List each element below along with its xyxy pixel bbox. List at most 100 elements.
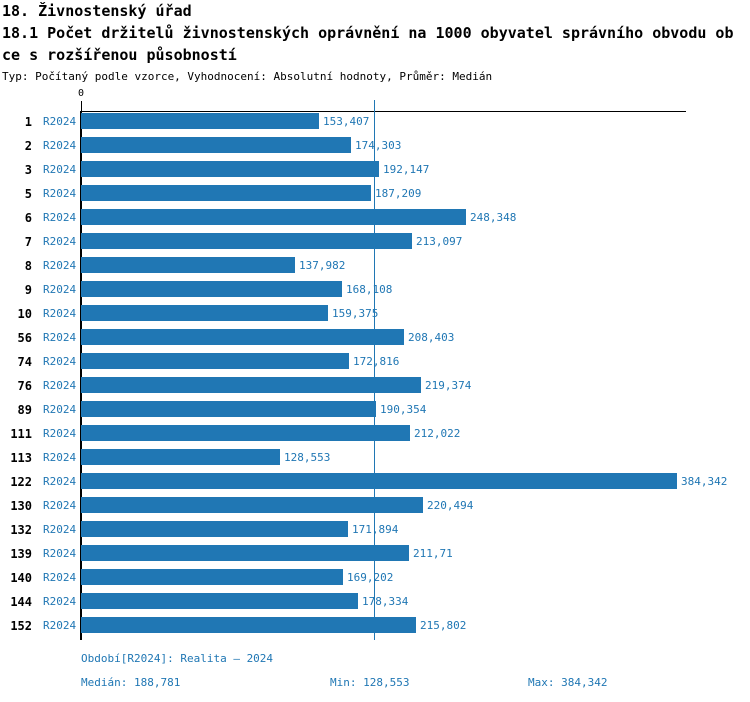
plot-top-border bbox=[81, 111, 686, 112]
bar-row-category: 140 bbox=[10, 571, 32, 585]
bar[interactable] bbox=[81, 281, 342, 297]
bar-row-series-label: R2024 bbox=[43, 163, 77, 176]
bar-row-series-label: R2024 bbox=[43, 307, 77, 320]
bar[interactable] bbox=[81, 305, 328, 321]
bar[interactable] bbox=[81, 521, 348, 537]
median-reference-line bbox=[374, 100, 375, 640]
bar[interactable] bbox=[81, 473, 677, 489]
bar-value-label: 248,348 bbox=[470, 211, 517, 224]
bar-value-label: 211,71 bbox=[413, 547, 453, 560]
bar-row[interactable]: 122 R2024 384,342 bbox=[0, 471, 750, 495]
bar[interactable] bbox=[81, 113, 319, 129]
bar-row-category: 8 bbox=[24, 259, 32, 273]
bar-row-category: 5 bbox=[24, 187, 32, 201]
bar-value-label: 384,342 bbox=[681, 475, 728, 488]
bar[interactable] bbox=[81, 185, 371, 201]
bar-value-label: 192,147 bbox=[383, 163, 430, 176]
bar-row-category: 74 bbox=[17, 355, 32, 369]
bar-row-series-label: R2024 bbox=[43, 451, 77, 464]
bar[interactable] bbox=[81, 449, 280, 465]
bar-row[interactable]: 1 R2024 153,407 bbox=[0, 111, 750, 135]
bar-row-series-label: R2024 bbox=[43, 379, 77, 392]
bar[interactable] bbox=[81, 161, 379, 177]
bar[interactable] bbox=[81, 401, 376, 417]
bar-row[interactable]: 132 R2024 171,894 bbox=[0, 519, 750, 543]
bar-row[interactable]: 113 R2024 128,553 bbox=[0, 447, 750, 471]
bar-row[interactable]: 10 R2024 159,375 bbox=[0, 303, 750, 327]
bar-row-series-label: R2024 bbox=[43, 547, 77, 560]
bar-row[interactable]: 7 R2024 213,097 bbox=[0, 231, 750, 255]
bar-row-series-label: R2024 bbox=[43, 355, 77, 368]
bar-value-label: 187,209 bbox=[375, 187, 422, 200]
bar-value-label: 171,894 bbox=[352, 523, 399, 536]
chart-title-line-1: 18.1 Počet držitelů živnostenských opráv… bbox=[2, 24, 734, 42]
bar-value-label: 178,334 bbox=[362, 595, 409, 608]
chart-title-line-2: ce s rozšířenou působností bbox=[2, 46, 237, 64]
bar-row-category: 76 bbox=[17, 379, 32, 393]
bar[interactable] bbox=[81, 569, 343, 585]
bar-row-series-label: R2024 bbox=[43, 187, 77, 200]
bar[interactable] bbox=[81, 617, 416, 633]
bar-row-category: 130 bbox=[10, 499, 32, 513]
bar-row-category: 111 bbox=[10, 427, 32, 441]
bar-value-label: 208,403 bbox=[408, 331, 455, 344]
bar-row-series-label: R2024 bbox=[43, 475, 77, 488]
bar[interactable] bbox=[81, 425, 410, 441]
x-axis-zero-tick-mark bbox=[81, 101, 82, 111]
bar-value-label: 220,494 bbox=[427, 499, 474, 512]
bar[interactable] bbox=[81, 137, 351, 153]
chart-plot-area: 0 1 R2024 153,407 2 R2024 174,303 3 R2024 192,14… bbox=[0, 88, 750, 648]
bar-value-label: 219,374 bbox=[425, 379, 472, 392]
bar-row[interactable]: 140 R2024 169,202 bbox=[0, 567, 750, 591]
bar[interactable] bbox=[81, 257, 295, 273]
bar[interactable] bbox=[81, 209, 466, 225]
bar-row[interactable]: 76 R2024 219,374 bbox=[0, 375, 750, 399]
bar-row-series-label: R2024 bbox=[43, 139, 77, 152]
bar-row-series-label: R2024 bbox=[43, 235, 77, 248]
bar-row[interactable]: 9 R2024 168,108 bbox=[0, 279, 750, 303]
bar-row[interactable]: 111 R2024 212,022 bbox=[0, 423, 750, 447]
bar-row-category: 132 bbox=[10, 523, 32, 537]
bar-row[interactable]: 6 R2024 248,348 bbox=[0, 207, 750, 231]
bar[interactable] bbox=[81, 233, 412, 249]
bar-row-series-label: R2024 bbox=[43, 283, 77, 296]
bar[interactable] bbox=[81, 497, 423, 513]
bar-row[interactable]: 8 R2024 137,982 bbox=[0, 255, 750, 279]
bar-value-label: 172,816 bbox=[353, 355, 400, 368]
bar-row-category: 113 bbox=[10, 451, 32, 465]
bar-row[interactable]: 2 R2024 174,303 bbox=[0, 135, 750, 159]
chart-header: 18. Živnostenský úřad 18.1 Počet držitel… bbox=[0, 0, 750, 85]
bar-row-series-label: R2024 bbox=[43, 427, 77, 440]
stat-max: Max: 384,342 bbox=[528, 676, 608, 689]
bar[interactable] bbox=[81, 593, 358, 609]
bar[interactable] bbox=[81, 377, 421, 393]
bar-value-label: 174,303 bbox=[355, 139, 402, 152]
bar-value-label: 213,097 bbox=[416, 235, 463, 248]
bar-value-label: 169,202 bbox=[347, 571, 394, 584]
bar-row-series-label: R2024 bbox=[43, 115, 77, 128]
section-title: 18. Živnostenský úřad bbox=[2, 2, 192, 20]
bar-row-series-label: R2024 bbox=[43, 331, 77, 344]
bar-row[interactable]: 152 R2024 215,802 bbox=[0, 615, 750, 639]
bar-row-series-label: R2024 bbox=[43, 595, 77, 608]
legend-period: Období[R2024]: Realita – 2024 bbox=[81, 652, 274, 665]
bar[interactable] bbox=[81, 353, 349, 369]
bar-row-series-label: R2024 bbox=[43, 571, 77, 584]
bar-row[interactable]: 5 R2024 187,209 bbox=[0, 183, 750, 207]
bar-rows: 1 R2024 153,407 2 R2024 174,303 3 R2024 192,147 5… bbox=[0, 111, 750, 639]
bar-row[interactable]: 74 R2024 172,816 bbox=[0, 351, 750, 375]
bar[interactable] bbox=[81, 545, 409, 561]
bar-row-series-label: R2024 bbox=[43, 523, 77, 536]
bar-row[interactable]: 56 R2024 208,403 bbox=[0, 327, 750, 351]
chart-subtitle: Typ: Počítaný podle vzorce, Vyhodnocení:… bbox=[2, 70, 493, 83]
bar-value-label: 168,108 bbox=[346, 283, 393, 296]
bar-row[interactable]: 139 R2024 211,71 bbox=[0, 543, 750, 567]
bar-value-label: 159,375 bbox=[332, 307, 379, 320]
bar-row-series-label: R2024 bbox=[43, 211, 77, 224]
bar-row[interactable]: 89 R2024 190,354 bbox=[0, 399, 750, 423]
bar-row[interactable]: 130 R2024 220,494 bbox=[0, 495, 750, 519]
bar[interactable] bbox=[81, 329, 404, 345]
bar-row[interactable]: 3 R2024 192,147 bbox=[0, 159, 750, 183]
bar-row[interactable]: 144 R2024 178,334 bbox=[0, 591, 750, 615]
bar-value-label: 137,982 bbox=[299, 259, 346, 272]
